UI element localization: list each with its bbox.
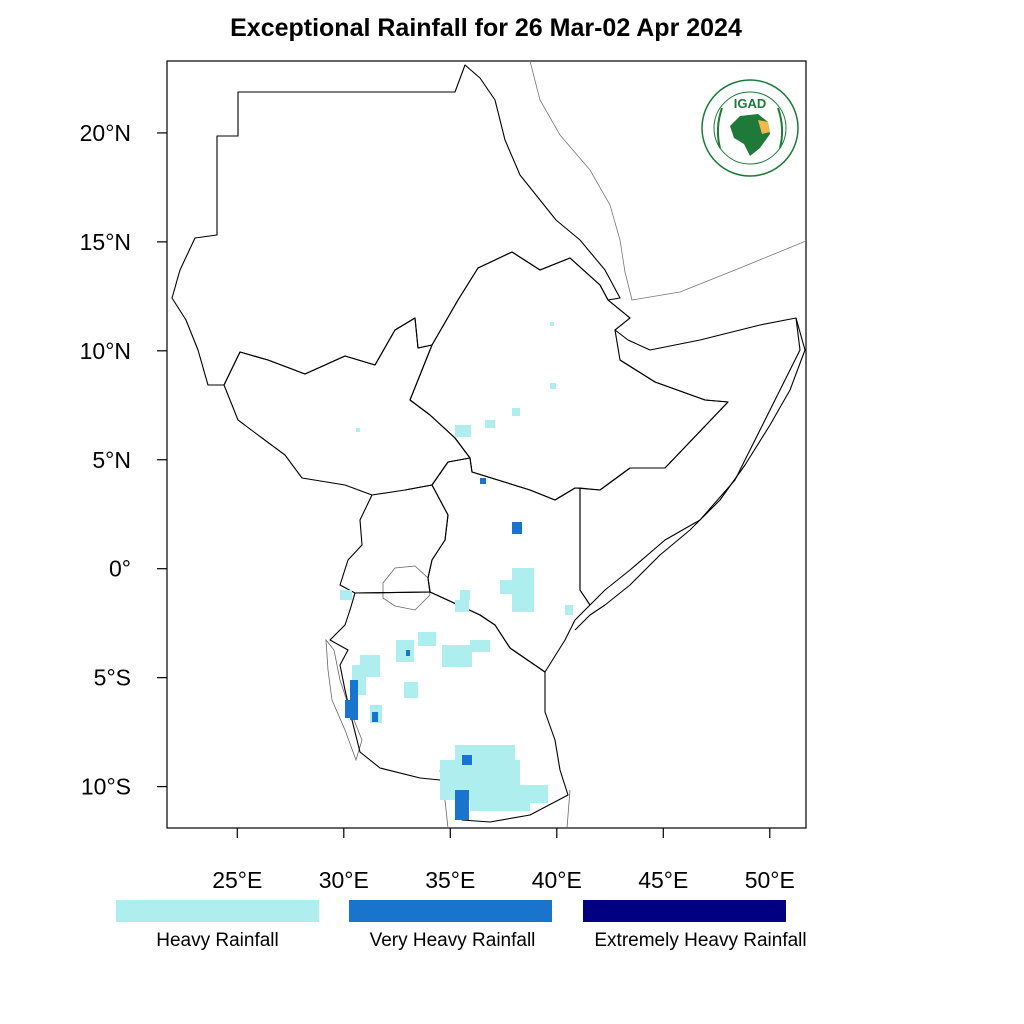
arabia-coastline xyxy=(529,61,806,301)
rainfall-very-heavy xyxy=(345,478,522,820)
somalia-coast xyxy=(574,317,806,631)
map-frame xyxy=(166,60,807,829)
lon-tick-label: 35°E xyxy=(425,867,475,893)
legend-swatch-extremely-heavy xyxy=(583,900,786,922)
legend-label-heavy: Heavy Rainfall xyxy=(156,930,279,951)
legend-label-very-heavy: Very Heavy Rainfall xyxy=(369,930,536,951)
legend-label-extremely-heavy: Extremely Heavy Rainfall xyxy=(594,930,807,951)
lat-tick-label: 10°S xyxy=(81,774,131,800)
lat-tick-label: 5°N xyxy=(92,447,131,473)
lat-tick-label: 5°S xyxy=(94,665,131,691)
rainfall-heavy xyxy=(340,322,573,811)
lon-tick-label: 40°E xyxy=(532,867,582,893)
lat-tick-label: 0° xyxy=(109,556,131,582)
lon-tick-label: 45°E xyxy=(638,867,688,893)
map-geography xyxy=(171,61,806,828)
djibouti-border xyxy=(579,299,801,606)
lat-tick-label: 15°N xyxy=(80,229,131,255)
lon-tick-label: 25°E xyxy=(212,867,262,893)
mozambique-coast xyxy=(566,789,571,828)
longitude-axis: 25°E 30°E 35°E 40°E 45°E 50°E xyxy=(212,828,795,893)
legend-swatch-very-heavy xyxy=(349,900,552,922)
lake-victoria xyxy=(382,565,431,611)
igad-logo-text: IGAD xyxy=(734,96,767,111)
lon-tick-label: 50°E xyxy=(745,867,795,893)
igad-logo: IGAD xyxy=(701,79,799,177)
legend-swatch-heavy xyxy=(116,900,319,922)
latitude-axis: 20°N 15°N 10°N 5°N 0° 5°S 10°S xyxy=(80,120,167,800)
lat-tick-label: 20°N xyxy=(80,120,131,146)
lon-tick-label: 30°E xyxy=(319,867,369,893)
map-title: Exceptional Rainfall for 26 Mar-02 Apr 2… xyxy=(230,14,742,42)
uganda-border xyxy=(339,484,449,594)
lat-tick-label: 10°N xyxy=(80,338,131,364)
